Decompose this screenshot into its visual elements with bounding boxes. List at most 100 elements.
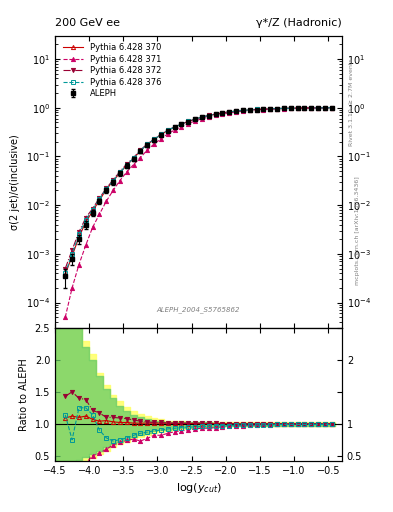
Pythia 6.428 371	[241, 108, 245, 114]
Pythia 6.428 376	[241, 108, 245, 114]
Pythia 6.428 370	[131, 155, 136, 161]
Pythia 6.428 372	[323, 105, 327, 111]
Pythia 6.428 372	[97, 195, 102, 201]
Pythia 6.428 376	[104, 186, 108, 192]
Pythia 6.428 372	[281, 105, 286, 112]
Pythia 6.428 371	[227, 110, 231, 116]
X-axis label: log($y_{cut}$): log($y_{cut}$)	[176, 481, 221, 495]
Pythia 6.428 372	[152, 136, 156, 142]
Pythia 6.428 376	[206, 113, 211, 119]
Pythia 6.428 372	[309, 105, 314, 111]
Pythia 6.428 371	[165, 131, 170, 137]
Pythia 6.428 371	[288, 105, 293, 112]
Pythia 6.428 370	[206, 113, 211, 119]
Pythia 6.428 371	[193, 118, 197, 124]
Pythia 6.428 370	[295, 105, 300, 111]
Pythia 6.428 370	[77, 234, 81, 240]
Pythia 6.428 372	[247, 107, 252, 113]
Pythia 6.428 371	[220, 111, 225, 117]
Pythia 6.428 371	[77, 262, 81, 268]
Pythia 6.428 376	[309, 105, 314, 111]
Pythia 6.428 372	[329, 105, 334, 111]
Pythia 6.428 372	[206, 113, 211, 119]
Pythia 6.428 370	[309, 105, 314, 111]
Pythia 6.428 376	[186, 118, 191, 124]
Pythia 6.428 371	[281, 105, 286, 112]
Pythia 6.428 372	[118, 168, 122, 175]
Pythia 6.428 376	[83, 217, 88, 223]
Pythia 6.428 370	[97, 197, 102, 203]
Pythia 6.428 372	[302, 105, 307, 111]
Pythia 6.428 371	[118, 178, 122, 184]
Pythia 6.428 372	[261, 106, 266, 112]
Pythia 6.428 376	[131, 155, 136, 161]
Pythia 6.428 371	[152, 141, 156, 147]
Pythia 6.428 372	[158, 131, 163, 137]
Pythia 6.428 376	[152, 136, 156, 142]
Text: 200 GeV ee: 200 GeV ee	[55, 18, 120, 28]
Pythia 6.428 376	[77, 231, 81, 238]
Pythia 6.428 371	[234, 109, 239, 115]
Pythia 6.428 371	[295, 105, 300, 112]
Pythia 6.428 372	[145, 141, 150, 147]
Pythia 6.428 376	[329, 105, 334, 111]
Pythia 6.428 372	[200, 114, 204, 120]
Pythia 6.428 376	[124, 162, 129, 168]
Pythia 6.428 371	[63, 314, 68, 321]
Pythia 6.428 370	[329, 105, 334, 111]
Pythia 6.428 370	[83, 219, 88, 225]
Pythia 6.428 371	[158, 136, 163, 142]
Pythia 6.428 371	[138, 155, 143, 161]
Pythia 6.428 370	[254, 106, 259, 113]
Pythia 6.428 376	[288, 105, 293, 111]
Pythia 6.428 376	[316, 105, 320, 111]
Pythia 6.428 376	[97, 196, 102, 202]
Pythia 6.428 372	[275, 105, 279, 112]
Y-axis label: Ratio to ALEPH: Ratio to ALEPH	[19, 358, 29, 431]
Pythia 6.428 372	[193, 116, 197, 122]
Pythia 6.428 370	[118, 170, 122, 176]
Pythia 6.428 370	[145, 141, 150, 147]
Pythia 6.428 370	[179, 121, 184, 127]
Line: Pythia 6.428 372: Pythia 6.428 372	[63, 105, 334, 270]
Pythia 6.428 371	[90, 224, 95, 230]
Pythia 6.428 376	[247, 107, 252, 113]
Pythia 6.428 370	[261, 106, 266, 112]
Pythia 6.428 372	[104, 185, 108, 191]
Pythia 6.428 370	[275, 105, 279, 112]
Pythia 6.428 376	[281, 105, 286, 112]
Pythia 6.428 376	[323, 105, 327, 111]
Pythia 6.428 376	[63, 270, 68, 276]
Pythia 6.428 376	[254, 106, 259, 113]
Pythia 6.428 372	[124, 161, 129, 167]
Pythia 6.428 372	[213, 111, 218, 117]
Pythia 6.428 370	[90, 208, 95, 215]
Pythia 6.428 376	[213, 111, 218, 117]
Pythia 6.428 371	[186, 121, 191, 127]
Pythia 6.428 371	[206, 114, 211, 120]
Pythia 6.428 376	[118, 169, 122, 176]
Pythia 6.428 376	[158, 132, 163, 138]
Pythia 6.428 371	[268, 106, 273, 112]
Pythia 6.428 376	[220, 110, 225, 116]
Pythia 6.428 371	[131, 162, 136, 168]
Pythia 6.428 370	[302, 105, 307, 111]
Pythia 6.428 372	[77, 229, 81, 235]
Pythia 6.428 371	[83, 242, 88, 248]
Pythia 6.428 372	[138, 147, 143, 153]
Pythia 6.428 370	[281, 105, 286, 112]
Pythia 6.428 376	[165, 127, 170, 134]
Pythia 6.428 370	[70, 253, 74, 259]
Pythia 6.428 370	[111, 178, 116, 184]
Pythia 6.428 370	[220, 110, 225, 116]
Pythia 6.428 370	[268, 106, 273, 112]
Pythia 6.428 372	[172, 124, 177, 130]
Pythia 6.428 376	[172, 124, 177, 130]
Pythia 6.428 370	[138, 147, 143, 154]
Pythia 6.428 376	[227, 109, 231, 115]
Pythia 6.428 372	[241, 108, 245, 114]
Pythia 6.428 371	[316, 105, 320, 111]
Pythia 6.428 371	[172, 127, 177, 133]
Pythia 6.428 372	[83, 215, 88, 221]
Pythia 6.428 376	[234, 108, 239, 114]
